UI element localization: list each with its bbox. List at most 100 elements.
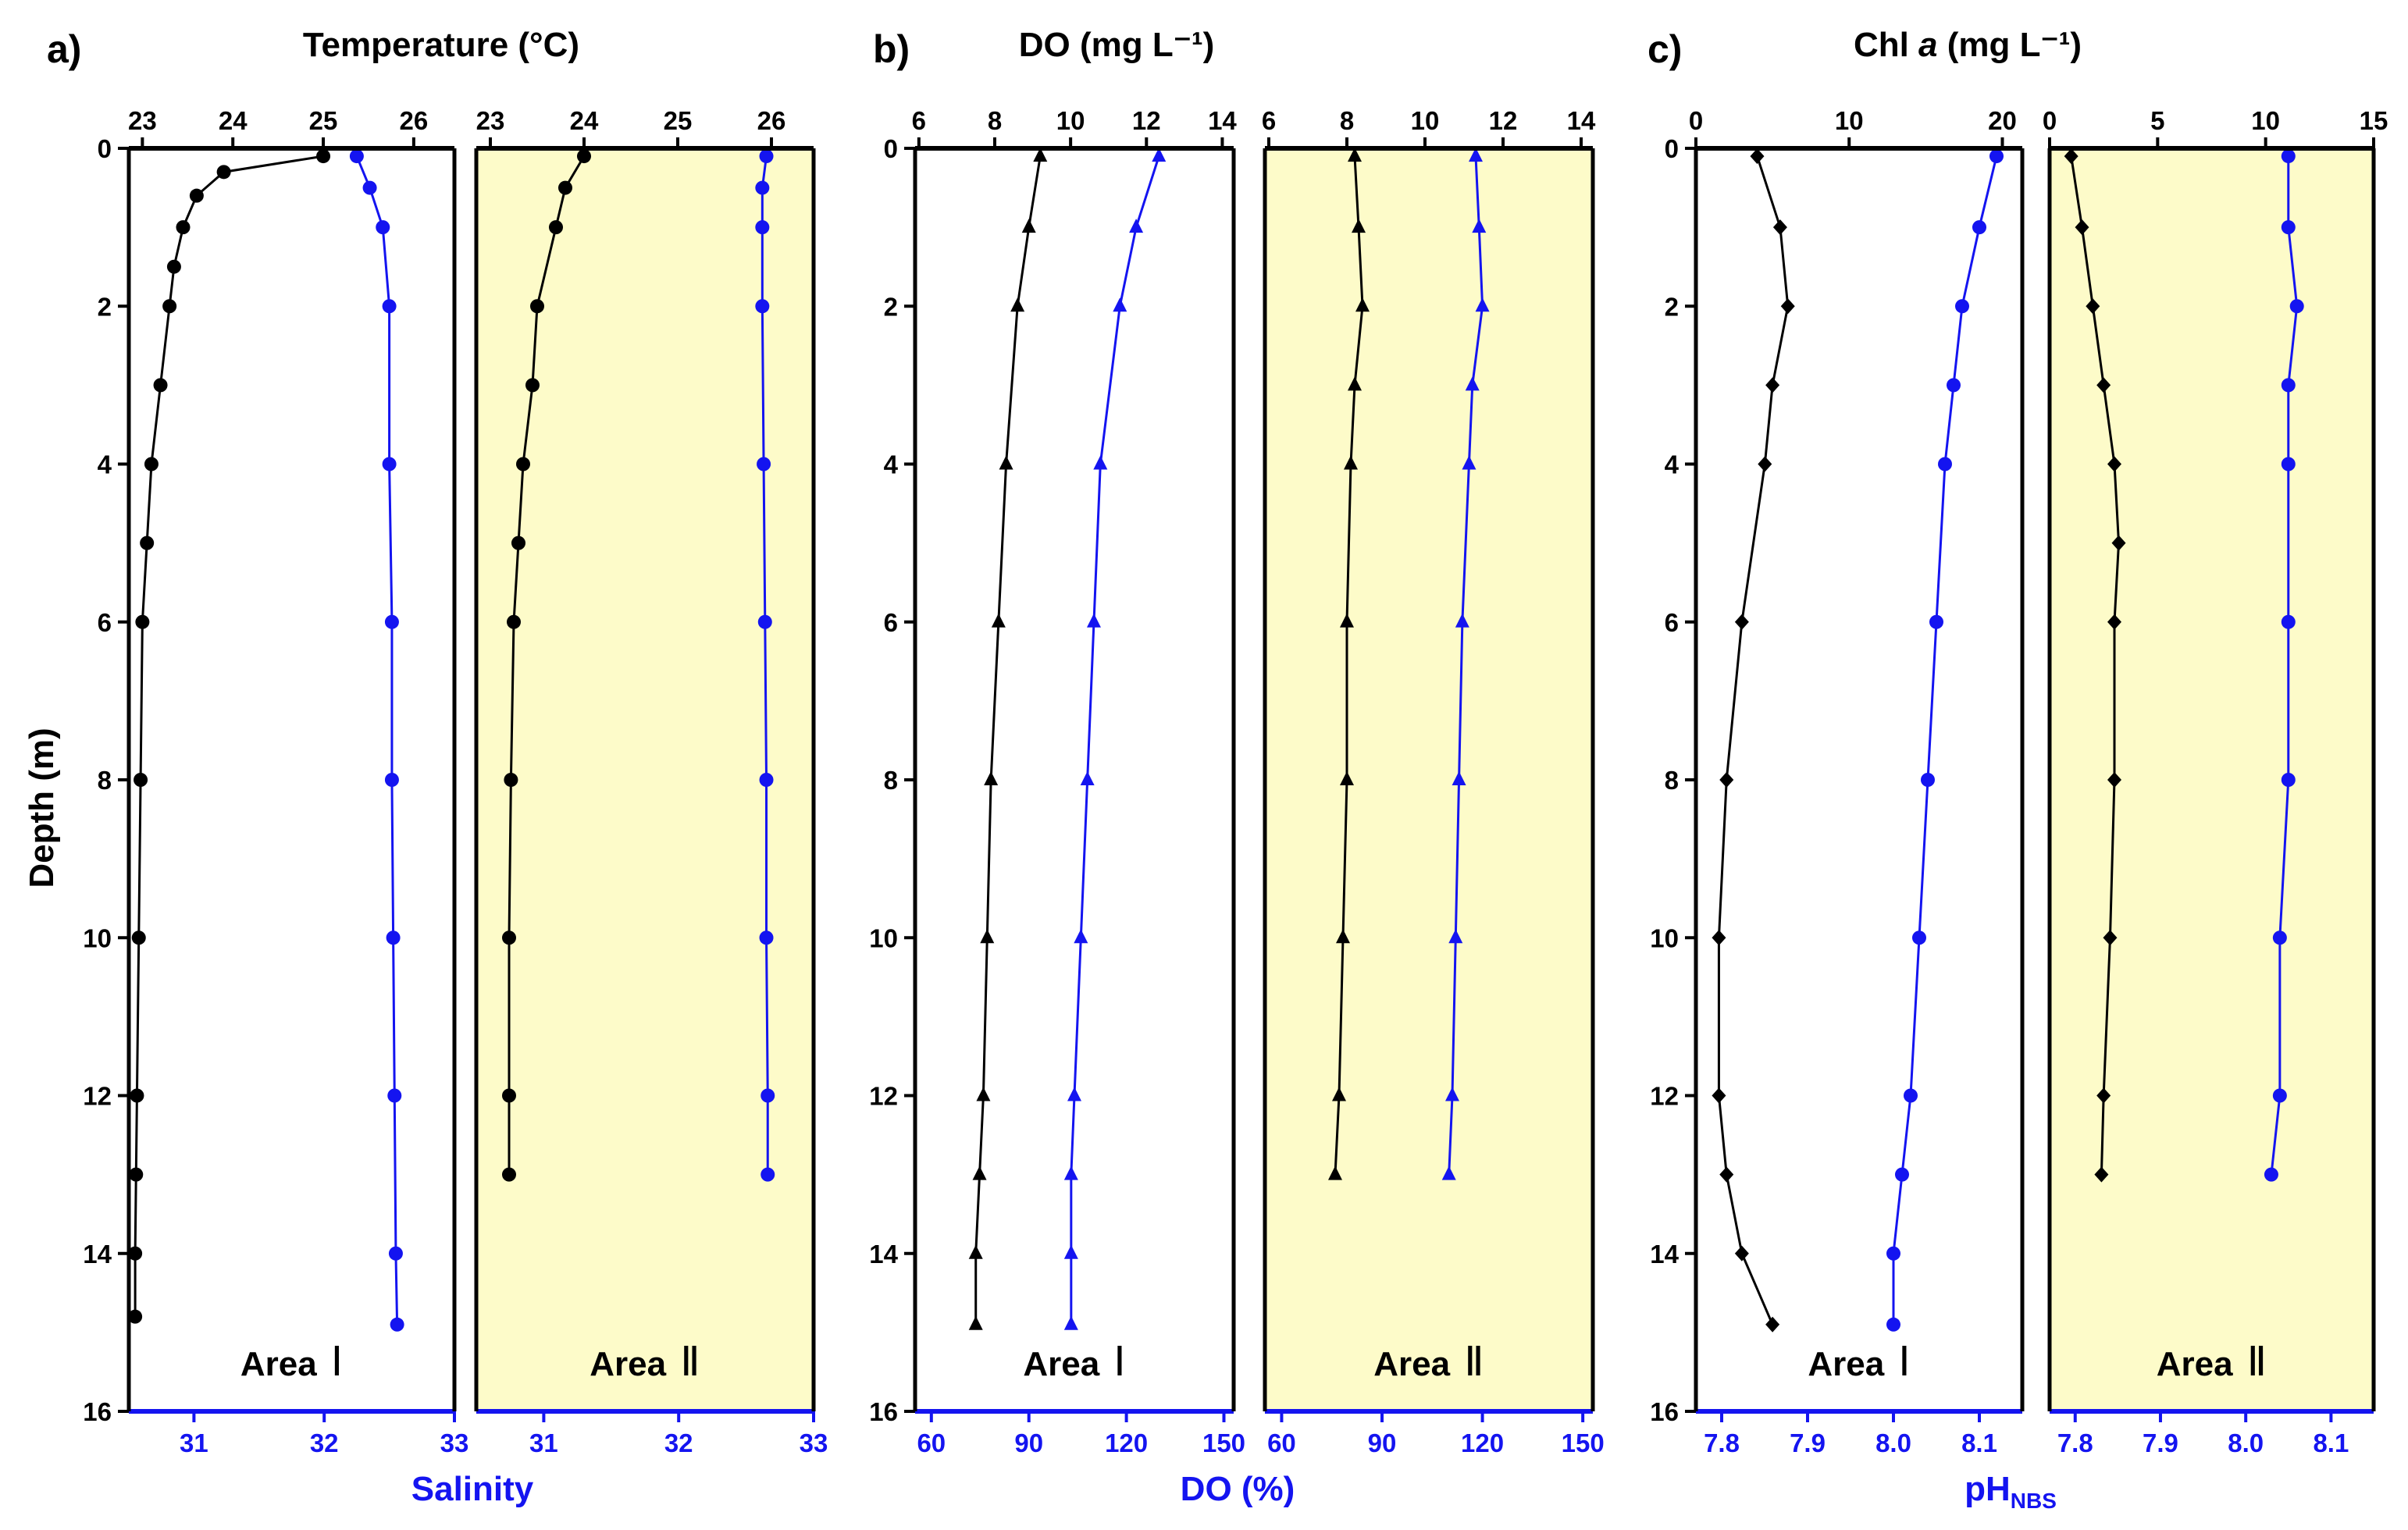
area-2-label: Area Ⅱ [590,1340,700,1385]
bottom-tick-label: 7.9 [2143,1429,2178,1457]
top-tick-label: 5 [2150,106,2164,135]
top-tick-label: 25 [309,106,338,135]
data-point-top [525,378,540,393]
area-label-text: Area [2157,1345,2233,1383]
depth-tick-label: 16 [1650,1397,1679,1426]
bottom-tick-label: 7.8 [1704,1429,1740,1457]
data-point-top [176,220,191,235]
panel-c-bottom-label-main: pH [1965,1470,2011,1508]
data-point-bottom [759,773,774,787]
data-point-bottom [1947,378,1961,393]
depth-tick-label: 8 [884,766,898,795]
data-point-bottom [759,149,774,164]
bottom-tick-label: 90 [1368,1429,1397,1457]
data-point-bottom [1445,1087,1459,1101]
top-tick-label: 0 [1689,106,1703,135]
top-tick-label: 12 [1489,106,1518,135]
depth-tick-label: 6 [1665,608,1679,637]
data-point-top [1765,1316,1780,1333]
data-point-top [1336,929,1350,944]
data-point-bottom [1462,455,1477,470]
bottom-tick-label: 33 [800,1429,828,1457]
data-point-top [1719,772,1734,788]
panel-a-title: Temperature (°C) [303,26,579,64]
panel-c-title: Chl a (mg L⁻¹) [1854,26,2082,64]
data-point-top [189,188,204,203]
depth-tick-label: 0 [98,134,112,163]
data-point-bottom [755,220,770,235]
plot-background [2050,148,2374,1411]
data-point-top [2107,772,2121,788]
depth-tick-label: 2 [98,292,112,321]
bottom-tick-label: 33 [440,1429,469,1457]
bottom-tick-label: 8.1 [1961,1429,1997,1457]
data-point-bottom [386,930,401,945]
area-1-label: Area Ⅰ [1808,1340,1910,1385]
plot-background [915,148,1234,1411]
bottom-tick-label: 120 [1461,1429,1504,1457]
data-point-top [2064,148,2079,165]
data-point-top [2096,1087,2111,1104]
data-point-top [558,180,572,195]
data-point-top [1344,455,1358,470]
data-point-top [2086,298,2100,315]
plot-background [1696,148,2022,1411]
data-point-top [2107,614,2121,630]
data-point-bottom [2264,1167,2278,1182]
subplot-c-area1: 0 10 20 7.8 7.9 8.0 8.1 0 2 4 6 8 10 12 14 16 Area Ⅰ [1650,106,2025,1457]
plot-background [476,148,814,1411]
panel-c-bottom-label-sub: NBS [2011,1489,2057,1513]
panel-c-title-italic: a [1918,26,1937,64]
top-tick-label: 20 [1988,106,2017,135]
series-line-bottom [761,155,769,1175]
data-point-bottom [1152,148,1167,162]
data-point-bottom [1080,771,1095,785]
depth-tick-label: 8 [98,766,112,795]
top-tick-label: 14 [1567,106,1596,135]
depth-tick-label: 12 [1650,1082,1679,1111]
data-point-bottom [1989,149,2004,164]
data-point-bottom [1086,613,1101,628]
top-tick-label: 8 [1340,106,1354,135]
data-point-bottom [1063,1315,1078,1330]
bottom-tick-label: 90 [1014,1429,1043,1457]
depth-tick-label: 8 [1665,766,1679,795]
data-point-bottom [1472,219,1487,233]
data-point-bottom [759,930,774,945]
plot-background [129,148,454,1411]
data-point-bottom [1063,1244,1078,1259]
data-point-top [968,1315,983,1330]
depth-tick-label: 14 [869,1240,898,1268]
data-point-top [502,1167,516,1182]
data-point-top [144,457,159,471]
area-label-numeral: Ⅰ [1113,1340,1125,1385]
bottom-tick-label: 60 [917,1429,946,1457]
data-point-top [166,259,181,274]
data-point-top [999,455,1013,470]
panel-c-title-suffix: (mg L⁻¹) [1938,26,2082,64]
data-point-bottom [1955,299,1969,314]
data-point-top [511,536,525,550]
top-tick-label: 0 [2043,106,2057,135]
area-label-numeral: Ⅰ [331,1340,343,1385]
data-point-top [507,614,521,629]
top-tick-label: 23 [128,106,157,135]
series-line-bottom [2270,156,2299,1175]
data-point-top [2103,930,2118,946]
depth-tick-label: 0 [1665,134,1679,163]
data-point-top [984,771,999,785]
data-point-top [1712,1087,1726,1104]
depth-tick-label: 6 [98,608,112,637]
area-label-numeral: Ⅱ [1464,1340,1484,1385]
subplot-b-area1: 6 8 10 12 14 60 90 120 150 0 2 4 6 8 10 12 14 16 Area Ⅰ [869,106,1245,1457]
data-point-top [991,613,1006,628]
data-point-bottom [1074,929,1088,944]
depth-tick-label: 10 [1650,923,1679,952]
series-line-bottom [1448,156,1484,1175]
data-point-bottom [2289,299,2304,314]
top-tick-label: 10 [1411,106,1440,135]
data-point-bottom [1886,1246,1900,1261]
top-tick-label: 23 [476,106,505,135]
bottom-tick-label: 150 [1202,1429,1245,1457]
